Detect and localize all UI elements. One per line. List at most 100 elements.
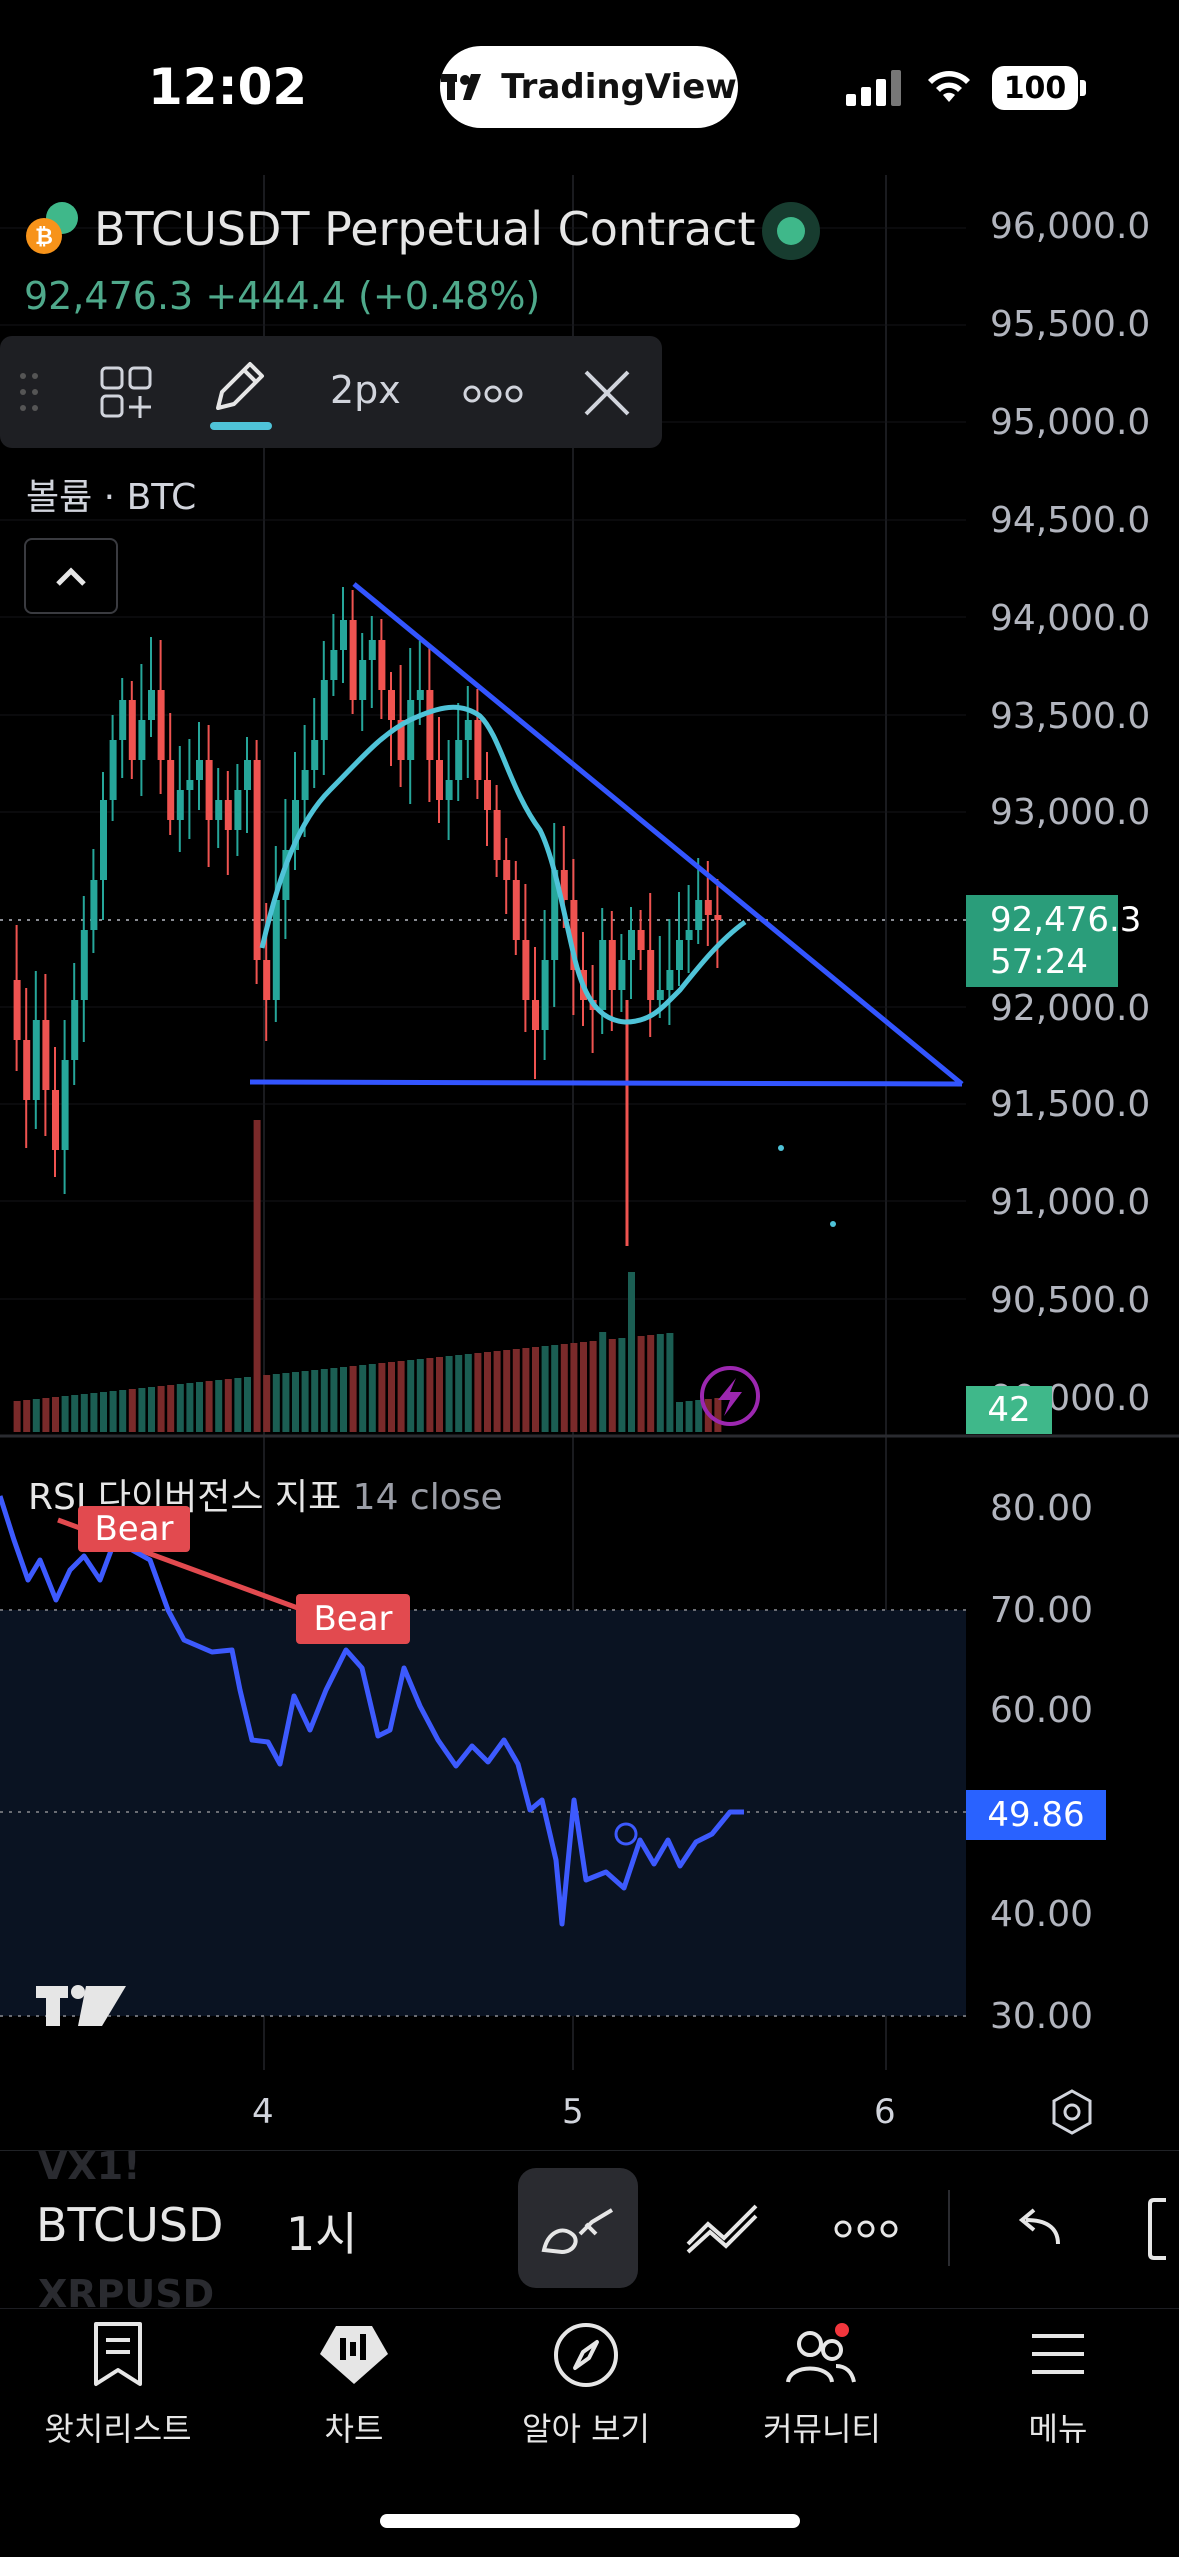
volume-bar (138, 1388, 146, 1432)
candle-body (263, 960, 271, 1000)
candle-body (340, 620, 347, 650)
moving-average-line (259, 704, 747, 1025)
candle-body (90, 880, 98, 930)
candle-body (512, 880, 520, 940)
alert-lightning-icon[interactable] (700, 1366, 760, 1426)
chevron-up-icon (56, 567, 86, 586)
marker-dot (830, 1221, 836, 1227)
price-axis-label: 92,000.0 (990, 988, 1151, 1029)
close-icon[interactable] (582, 368, 632, 418)
candle-body (13, 980, 21, 1040)
more-tools-icon[interactable] (832, 2218, 900, 2240)
chart-icon (320, 2326, 388, 2384)
drawing-tools-button[interactable] (518, 2168, 638, 2288)
volume-bar (272, 1374, 280, 1432)
candle-body (282, 850, 290, 900)
candle-body (167, 760, 175, 820)
tab-watchlist-label: 왓치리스트 (44, 2410, 192, 2448)
volume-bar (301, 1371, 309, 1432)
price-axis-label: 94,000.0 (990, 598, 1151, 639)
symbol-title[interactable]: BTCUSDT Perpetual Contract (94, 202, 756, 256)
candle-body (205, 760, 213, 820)
chart-settings-icon[interactable] (1048, 2088, 1096, 2136)
volume-bar (90, 1393, 98, 1432)
line-width-selector[interactable]: 2px (330, 368, 401, 412)
candle-body (656, 990, 664, 1000)
fullscreen-icon[interactable] (1146, 2196, 1179, 2260)
candle-body (474, 720, 482, 780)
candle-body (637, 930, 645, 950)
symbol-selector[interactable]: BTCUSD (36, 2198, 224, 2252)
candle-body (704, 900, 712, 915)
tab-watchlist[interactable] (18, 2320, 218, 2394)
volume-bar (560, 1344, 568, 1432)
volume-bar (23, 1400, 31, 1432)
add-to-template-icon[interactable] (100, 366, 154, 420)
interval-selector[interactable]: 1시 (286, 2207, 358, 2261)
market-status-dot-inner (777, 217, 805, 245)
candlesticks[interactable] (13, 587, 722, 1246)
more-options-icon[interactable] (462, 384, 524, 404)
bitcoin-icon: ₿ (26, 202, 78, 254)
candle-body (685, 930, 693, 940)
indicators-icon[interactable] (684, 2200, 760, 2256)
undo-icon[interactable] (1008, 2206, 1062, 2250)
volume-bar (205, 1381, 213, 1432)
candle-body (234, 790, 242, 830)
volume-bar (80, 1394, 88, 1432)
drawing-toolbar (0, 336, 662, 448)
candle-body (196, 760, 203, 780)
candle-body (301, 770, 309, 800)
price-change-line: 92,476.3 +444.4 (+0.48%) (24, 274, 540, 318)
candle-body (551, 870, 559, 960)
volume-bar (455, 1355, 463, 1432)
candle-body (570, 900, 578, 970)
volume-bar (349, 1366, 357, 1432)
volume-bar (176, 1384, 184, 1432)
volume-bar (368, 1364, 376, 1432)
volume-bar (666, 1333, 674, 1432)
volume-bar (330, 1368, 338, 1432)
volume-bar (52, 1397, 59, 1432)
candle-body (138, 720, 146, 760)
chart-canvas[interactable] (0, 0, 1179, 2140)
time-axis-label: 5 (562, 2092, 584, 2132)
volume-bar (608, 1339, 616, 1432)
candle-body (330, 650, 338, 680)
volume-bar (378, 1363, 386, 1432)
tab-community-label: 커뮤니티 (763, 2410, 881, 2448)
volume-bar (148, 1387, 155, 1432)
candle-body (618, 960, 626, 990)
tab-menu[interactable] (958, 2320, 1158, 2394)
volume-bar (416, 1359, 424, 1432)
price-change: +444.4 (205, 274, 346, 318)
volume-bar (695, 1400, 703, 1432)
volume-bar (551, 1345, 559, 1432)
volume-bar (474, 1353, 482, 1432)
tab-chart[interactable] (254, 2320, 454, 2394)
triangle-drawing[interactable] (249, 582, 964, 1087)
pencil-color-icon[interactable] (206, 358, 276, 432)
candle-body (215, 800, 223, 820)
bar-countdown: 57:24 (990, 942, 1088, 982)
volume-indicator-label[interactable]: 볼륨 · BTC (26, 477, 197, 518)
tab-explore[interactable] (486, 2320, 686, 2394)
candle-body (71, 1000, 79, 1060)
tab-community[interactable] (720, 2320, 920, 2394)
candle-body (320, 680, 328, 740)
volume-bar (196, 1382, 203, 1432)
price-axis-label: 93,000.0 (990, 792, 1151, 833)
collapse-indicators-button[interactable] (24, 538, 118, 614)
volume-bar (493, 1351, 501, 1432)
volume-bar (570, 1343, 578, 1432)
price-axis-label: 90,500.0 (990, 1280, 1151, 1321)
wifi-icon (928, 71, 970, 102)
tradingview-pill[interactable]: TradingView (440, 46, 738, 128)
tab-chart-label: 차트 (324, 2410, 384, 2448)
volume-bar (215, 1380, 223, 1432)
candle-body (560, 870, 568, 900)
drag-handle-icon[interactable] (18, 370, 40, 414)
candle-body (128, 700, 136, 760)
tradingview-pill-label: TradingView (501, 67, 737, 107)
home-indicator (380, 2514, 800, 2528)
